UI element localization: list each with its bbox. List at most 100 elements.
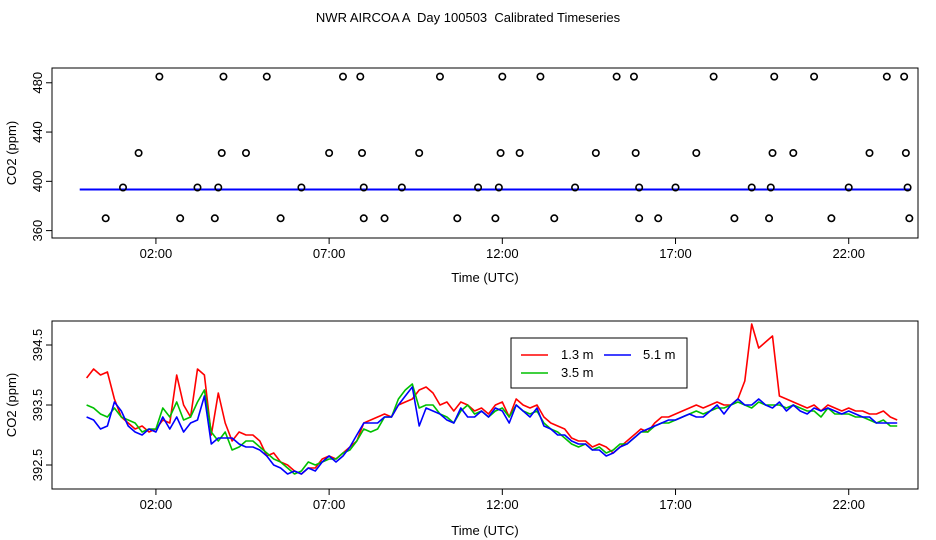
scatter-point bbox=[671, 183, 680, 192]
scatter-point bbox=[882, 72, 891, 81]
scatter-point bbox=[654, 214, 663, 223]
scatter-point bbox=[571, 183, 580, 192]
bottom-x-axis-label: Time (UTC) bbox=[451, 523, 518, 538]
scatter-point bbox=[491, 214, 500, 223]
scatter-point bbox=[550, 214, 559, 223]
top-x-ticks: 02:00 07:00 12:00 17:00 22:00 bbox=[140, 238, 865, 261]
scatter-point bbox=[262, 72, 271, 81]
scatter-point bbox=[496, 149, 505, 158]
bottom-y-axis-label: CO2 (ppm) bbox=[4, 373, 19, 437]
scatter-point bbox=[155, 72, 164, 81]
bottom-x-tick-label: 02:00 bbox=[140, 497, 173, 512]
top-y-tick-label: 440 bbox=[30, 121, 45, 143]
scatter-point bbox=[101, 214, 110, 223]
top-plot-frame bbox=[51, 67, 919, 239]
bottom-x-ticks: 02:00 07:00 12:00 17:00 22:00 bbox=[140, 489, 865, 512]
scatter-point bbox=[358, 149, 367, 158]
scatter-point bbox=[709, 72, 718, 81]
scatter-point bbox=[217, 149, 226, 158]
scatter-point bbox=[730, 214, 739, 223]
series-line-1-3-m bbox=[85, 323, 898, 475]
series-line-5-1-m bbox=[86, 386, 898, 475]
scatter-point bbox=[905, 214, 914, 223]
scatter-point bbox=[770, 72, 779, 81]
top-y-tick-label: 480 bbox=[30, 72, 45, 94]
bottom-x-tick-label: 22:00 bbox=[832, 497, 865, 512]
bottom-x-tick-label: 07:00 bbox=[313, 497, 346, 512]
figure-title: NWR AIRCOA A Day 100503 Calibrated Times… bbox=[316, 10, 621, 25]
scatter-point bbox=[474, 183, 483, 192]
scatter-point bbox=[359, 183, 368, 192]
scatter-point bbox=[865, 149, 874, 158]
top-y-tick-label: 400 bbox=[30, 170, 45, 192]
scatter-point bbox=[536, 72, 545, 81]
bottom-x-tick-label: 12:00 bbox=[486, 497, 519, 512]
scatter-point bbox=[612, 72, 621, 81]
scatter-point bbox=[692, 149, 701, 158]
scatter-point bbox=[498, 72, 507, 81]
scatter-point bbox=[635, 214, 644, 223]
scatter-point bbox=[631, 149, 640, 158]
top-x-axis-label: Time (UTC) bbox=[451, 270, 518, 285]
top-x-tick-label: 22:00 bbox=[832, 246, 865, 261]
scatter-point bbox=[900, 72, 909, 81]
legend-label-5-1m: 5.1 m bbox=[643, 347, 676, 362]
scatter-point bbox=[193, 183, 202, 192]
scatter-point bbox=[629, 72, 638, 81]
scatter-point bbox=[415, 149, 424, 158]
bottom-plot-area bbox=[85, 323, 898, 475]
legend-box bbox=[510, 337, 688, 389]
legend-label-3-5m: 3.5 m bbox=[561, 365, 594, 380]
series-line-3-5-m bbox=[86, 383, 898, 475]
scatter-point bbox=[844, 183, 853, 192]
scatter-point bbox=[210, 214, 219, 223]
scatter-point bbox=[765, 214, 774, 223]
scatter-point bbox=[134, 149, 143, 158]
scatter-point bbox=[297, 183, 306, 192]
scatter-point bbox=[338, 72, 347, 81]
scatter-point bbox=[494, 183, 503, 192]
scatter-point bbox=[635, 183, 644, 192]
scatter-point bbox=[515, 149, 524, 158]
scatter-point bbox=[214, 183, 223, 192]
bottom-y-tick-label: 393.5 bbox=[30, 389, 45, 422]
scatter-point bbox=[119, 183, 128, 192]
scatter-point bbox=[435, 72, 444, 81]
scatter-point bbox=[903, 183, 912, 192]
bottom-y-ticks: 392.5 393.5 394.5 bbox=[30, 329, 52, 482]
top-x-tick-label: 07:00 bbox=[313, 246, 346, 261]
bottom-y-tick-label: 392.5 bbox=[30, 449, 45, 482]
bottom-panel: CO2 (ppm) Time (UTC) 02:00 07:00 12:00 17:0… bbox=[4, 320, 919, 538]
legend: 1.3 m 5.1 m 3.5 m bbox=[510, 337, 688, 389]
top-y-axis-label: CO2 (ppm) bbox=[4, 121, 19, 185]
scatter-point bbox=[276, 214, 285, 223]
top-panel: CO2 (ppm) Time (UTC) 02:00 07:00 12:00 17:0… bbox=[4, 67, 919, 285]
scatter-point bbox=[768, 149, 777, 158]
scatter-point bbox=[901, 149, 910, 158]
scatter-point bbox=[789, 149, 798, 158]
scatter-point bbox=[766, 183, 775, 192]
scatter-point bbox=[176, 214, 185, 223]
scatter-point bbox=[747, 183, 756, 192]
top-plot-area bbox=[79, 72, 914, 223]
scatter-point bbox=[356, 72, 365, 81]
scatter-point bbox=[810, 72, 819, 81]
bottom-x-tick-label: 17:00 bbox=[659, 497, 692, 512]
scatter-point bbox=[591, 149, 600, 158]
top-x-tick-label: 12:00 bbox=[486, 246, 519, 261]
scatter-point bbox=[453, 214, 462, 223]
scatter-point bbox=[241, 149, 250, 158]
legend-label-1-3m: 1.3 m bbox=[561, 347, 594, 362]
scatter-point bbox=[397, 183, 406, 192]
top-x-tick-label: 17:00 bbox=[659, 246, 692, 261]
bottom-y-tick-label: 394.5 bbox=[30, 329, 45, 362]
top-y-ticks: 360 400 440 480 bbox=[30, 72, 52, 242]
bottom-plot-frame bbox=[51, 320, 919, 490]
top-y-tick-label: 360 bbox=[30, 220, 45, 242]
scatter-point bbox=[380, 214, 389, 223]
scatter-point bbox=[219, 72, 228, 81]
top-x-tick-label: 02:00 bbox=[140, 246, 173, 261]
scatter-point bbox=[325, 149, 334, 158]
scatter-point bbox=[359, 214, 368, 223]
